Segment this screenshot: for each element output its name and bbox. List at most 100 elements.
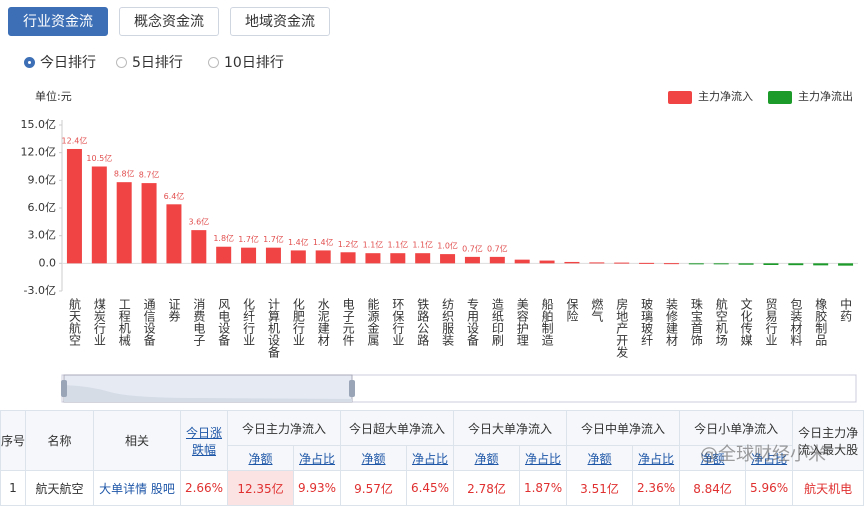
tab[interactable]: 地域资金流 [230, 7, 330, 36]
value-label: 1.4亿 [313, 237, 334, 247]
radio-dot[interactable] [208, 56, 219, 68]
watermark: @全球财经小米 [700, 444, 826, 465]
data-cell: 2.36% [632, 470, 681, 506]
x-tick-label: 工程机械 [117, 298, 131, 346]
data-cell[interactable]: 大单详情 股吧 [93, 470, 181, 506]
subheader-cell[interactable]: 净额 [566, 445, 634, 471]
x-tick-label: 玻璃玻纤 [640, 298, 654, 346]
data-cell: 9.93% [292, 470, 342, 506]
bar [116, 182, 132, 264]
bar [564, 261, 580, 264]
bar [464, 256, 480, 264]
x-tick-label: 环保行业 [391, 298, 405, 346]
legend-label: 主力净流出 [798, 89, 853, 103]
x-tick-label: 包装材料 [789, 298, 803, 346]
slider-handle [349, 380, 355, 397]
header-cell: 今日中单净流入 [566, 410, 681, 446]
radio-option[interactable]: 5日排行 [116, 52, 183, 72]
bar [813, 263, 829, 266]
data-cell: 1 [0, 470, 26, 506]
value-label: 1.1亿 [412, 240, 433, 250]
x-tick-label: 煤炭行业 [92, 298, 106, 346]
data-cell: 8.84亿 [679, 470, 747, 506]
header-cell: 今日超大单净流入 [340, 410, 455, 446]
radio-label[interactable]: 今日排行 [40, 55, 96, 71]
radio-option[interactable]: 10日排行 [208, 52, 284, 72]
y-tick-label: 3.0亿 [28, 229, 57, 242]
x-tick-label: 燃气 [590, 297, 604, 322]
radio-label[interactable]: 10日排行 [224, 55, 284, 71]
header-cell: 今日大单净流入 [453, 410, 568, 446]
bar [539, 260, 555, 264]
bar [216, 246, 232, 264]
subheader-cell[interactable]: 净占比 [632, 445, 681, 471]
unit-label: 单位:元 [35, 89, 72, 103]
slider-preview [64, 385, 352, 402]
x-tick-label: 珠宝首饰 [689, 298, 703, 346]
header-cell: 名称 [25, 410, 94, 471]
value-label: 1.8亿 [213, 233, 234, 243]
bar [589, 262, 605, 264]
bar [440, 254, 456, 264]
value-label: 12.4亿 [62, 135, 88, 145]
radio-dot[interactable] [116, 56, 127, 68]
bar [141, 183, 157, 264]
x-tick-label: 证券 [167, 298, 181, 322]
x-tick-label: 装修建材 [664, 298, 678, 346]
value-label: 1.2亿 [338, 239, 359, 249]
value-label: 10.5亿 [86, 153, 112, 163]
x-tick-label: 专用设备 [465, 297, 479, 347]
radio-option[interactable]: 今日排行 [24, 52, 96, 72]
data-cell: 3.51亿 [566, 470, 634, 506]
data-cell: 12.35亿 [227, 470, 294, 506]
x-tick-label: 航空机场 [714, 297, 728, 346]
y-tick-label: 12.0亿 [21, 146, 57, 159]
tab[interactable]: 概念资金流 [119, 7, 219, 36]
x-tick-label: 电子元件 [341, 298, 355, 346]
value-label: 1.1亿 [363, 240, 384, 250]
bar [66, 148, 82, 264]
radio-label[interactable]: 5日排行 [132, 55, 183, 71]
bar [663, 263, 679, 265]
header-cell: 序号 [0, 410, 26, 471]
bar [290, 250, 306, 264]
header-cell[interactable]: 今日涨跌幅 [180, 410, 228, 471]
value-label: 8.8亿 [114, 169, 135, 179]
x-tick-label: 化肥行业 [291, 298, 305, 346]
header-cell: 今日主力净流入最大股 [792, 410, 864, 471]
subheader-cell[interactable]: 净额 [227, 445, 294, 471]
subheader-cell[interactable]: 净额 [340, 445, 408, 471]
data-cell: 1.87% [519, 470, 568, 506]
x-tick-label: 造纸印刷 [490, 298, 504, 346]
bar [365, 253, 381, 264]
bar [265, 247, 281, 264]
bar [415, 253, 431, 264]
subheader-cell[interactable]: 净占比 [292, 445, 342, 471]
value-label: 0.7亿 [487, 243, 508, 253]
subheader-cell[interactable]: 净占比 [406, 445, 455, 471]
radio-dot[interactable] [24, 56, 35, 68]
legend-swatch [668, 91, 692, 104]
bar [514, 259, 530, 264]
bar [738, 263, 754, 265]
x-tick-label: 能源金属 [366, 298, 380, 347]
subheader-cell[interactable]: 净占比 [519, 445, 568, 471]
bar [315, 250, 331, 264]
data-cell[interactable]: 航天航空 [25, 470, 94, 506]
subheader-cell[interactable]: 净额 [453, 445, 521, 471]
value-label: 1.7亿 [263, 234, 284, 244]
bar [614, 262, 630, 264]
bar [763, 263, 779, 265]
y-tick-label: 0.0 [39, 256, 57, 269]
data-cell: 2.66% [180, 470, 228, 506]
x-tick-label: 通信设备 [142, 298, 156, 347]
data-cell: 航天机电 [792, 470, 864, 506]
tab[interactable]: 行业资金流 [8, 7, 108, 36]
page: 行业资金流 概念资金流 地域资金流 今日排行 5日排行 10日排行 单位:元 主力净流入 主… [0, 7, 864, 506]
header-cell: 今日主力净流入 [226, 410, 342, 446]
bar [788, 263, 804, 266]
value-label: 6.4亿 [164, 191, 185, 201]
header-cell: 相关 [93, 410, 181, 471]
x-tick-label: 船舶制造 [540, 298, 554, 346]
bar [166, 204, 182, 264]
